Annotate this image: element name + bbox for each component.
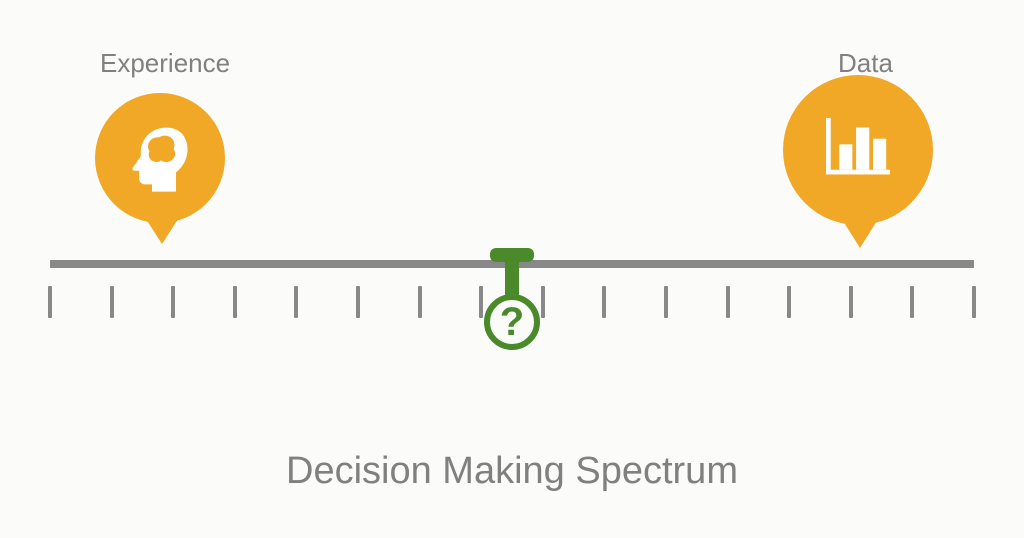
axis-tick [602,286,606,318]
axis-tick [541,286,545,318]
data-bubble [783,75,933,225]
axis-tick [48,286,52,318]
axis-tick [664,286,668,318]
question-mark: ? [500,300,524,345]
axis-tick [479,286,483,318]
experience-label: Experience [100,48,230,79]
axis-tick [356,286,360,318]
axis-tick [787,286,791,318]
head-brain-icon [120,118,200,198]
axis-tick [233,286,237,318]
axis-tick [910,286,914,318]
question-circle: ? [484,294,540,350]
axis-tick [110,286,114,318]
axis-tick [171,286,175,318]
bar-chart-icon [811,103,905,197]
data-label: Data [838,48,893,79]
axis-tick [726,286,730,318]
axis-tick [849,286,853,318]
experience-bubble-tail [144,216,180,244]
axis-tick [972,286,976,318]
slider-handle-stem [505,260,519,296]
axis-tick [418,286,422,318]
axis-tick [294,286,298,318]
diagram-title: Decision Making Spectrum [0,450,1024,493]
data-bubble-tail [840,216,880,248]
experience-bubble [95,93,225,223]
